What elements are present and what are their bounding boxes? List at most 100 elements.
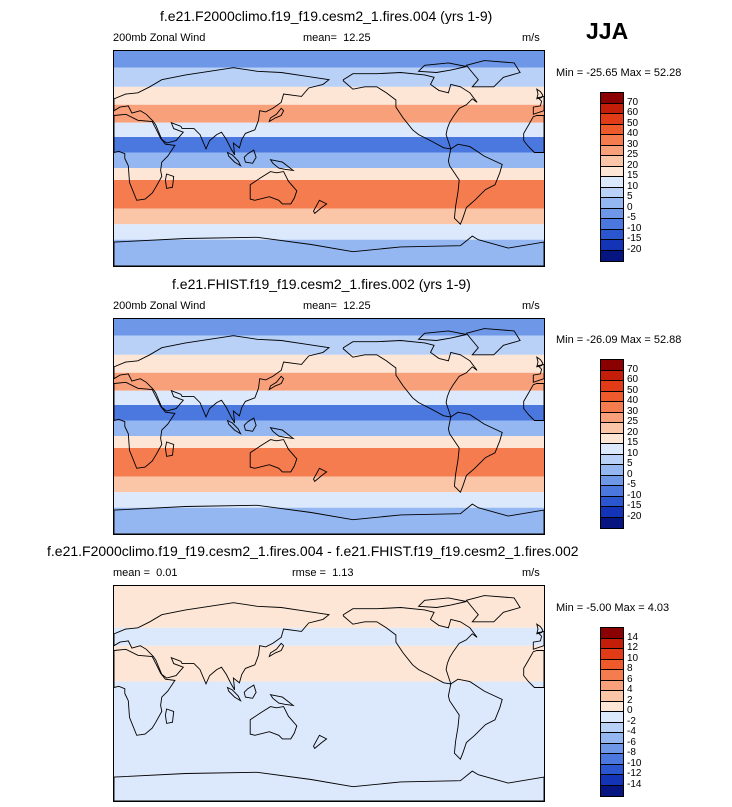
colorbar-box [601,496,623,507]
colorbar-box [601,240,623,251]
map-band-9 [114,476,544,493]
colorbar-label: 70 [627,363,639,375]
map-band-7 [114,436,544,448]
panel2-max-label: Max = [620,334,651,346]
coastline-2 [523,650,544,688]
panel3-min-label: Min = [556,602,584,614]
colorbar-label: 50 [627,384,639,396]
panel3-rmse-label: rmse = [292,567,326,579]
panel3-min-value: -5.00 [586,602,612,614]
map-band-0 [114,51,544,68]
coastline-3 [532,95,544,115]
coastline-5 [342,340,478,418]
map-band-1 [114,335,544,355]
colorbar-box [601,177,623,188]
colorbar-label: -14 [627,778,642,790]
panel3-colorbar [600,627,624,797]
coastline-11 [269,159,295,172]
colorbar-box [601,423,623,434]
colorbar-label: -5 [627,212,636,223]
colorbar-box [601,433,623,444]
colorbar-label: 30 [627,405,639,417]
colorbar-box [601,475,623,486]
map-band-8 [114,448,544,477]
coastline-14 [164,441,175,457]
coastline-5 [342,72,478,150]
panel1-colorbar [600,92,624,262]
coastline-11 [269,694,295,707]
coastline-10 [226,686,242,702]
map-band-4 [114,390,544,405]
coastline-16 [417,330,467,341]
map-band-0 [114,319,544,336]
panel3-minmax: Min = -5.00 Max = 4.03 [556,602,669,614]
colorbar-box [601,219,623,230]
map-band-5 [114,137,544,153]
coastline-9 [243,417,257,432]
panel3-map-svg [114,586,544,801]
panel1-max-label: Max = [620,67,651,79]
coastline-3 [532,630,544,650]
coastline-13 [536,88,544,100]
map-band-8 [114,180,544,209]
map-band-6 [114,420,544,437]
colorbar-box [601,733,623,744]
map-band-6 [114,152,544,169]
colorbar-label: -10 [627,489,642,501]
colorbar-box [601,360,623,371]
coastline-3 [532,363,544,383]
panel1-mean-value: 12.25 [343,32,371,44]
map-band-4 [114,705,544,801]
colorbar-box [601,649,623,660]
panel1-units: m/s [522,32,540,44]
coastline-9 [243,684,257,699]
colorbar-box [601,229,623,240]
coastline-7 [465,60,521,88]
colorbar-box [601,754,623,765]
colorbar-box [601,412,623,423]
colorbar-label: 8 [627,663,633,674]
coastline-7 [465,595,521,623]
colorbar-label: 20 [627,159,639,171]
map-band-10 [114,224,544,240]
colorbar-box [601,775,623,786]
coastline-13 [536,356,544,368]
colorbar-label: 25 [627,416,639,427]
coastline-5 [342,607,478,685]
colorbar-label: -2 [627,715,636,727]
colorbar-box [601,743,623,754]
coastline-4 [249,171,298,205]
panel1-min-label: Min = [556,67,584,79]
panel1-variable: 200mb Zonal Wind [113,32,206,44]
panel3-mean-label: mean = [113,567,150,579]
panel2-min-label: Min = [556,334,584,346]
season-label: JJA [586,18,629,44]
coastline-16 [417,62,467,73]
panel2-max-value: 52.88 [653,334,682,346]
colorbar-label: 5 [627,458,633,469]
colorbar-label: 15 [627,437,639,448]
colorbar-box [601,785,623,796]
colorbar-label: 40 [627,128,639,139]
colorbar-label: -15 [627,500,642,511]
colorbar-label: 25 [627,149,639,160]
panel3-rmse: rmse = 1.13 [292,567,353,579]
colorbar-box [601,670,623,681]
coastline-1 [114,648,176,736]
map-band-2 [114,645,544,682]
panel3-max-label: Max = [614,602,645,614]
colorbar-box [601,166,623,177]
map-band-11 [114,239,544,266]
coastline-0 [114,602,331,691]
colorbar-label: 6 [627,673,633,685]
colorbar-label: -4 [627,726,636,737]
colorbar-label: 50 [627,117,639,129]
map-band-3 [114,372,544,391]
colorbar-label: 30 [627,138,639,150]
colorbar-box [601,103,623,114]
colorbar-label: 40 [627,395,639,406]
colorbar-box [601,486,623,497]
coastline-15 [312,467,328,483]
panel1-max-value: 52.28 [653,67,682,79]
colorbar-box [601,659,623,670]
